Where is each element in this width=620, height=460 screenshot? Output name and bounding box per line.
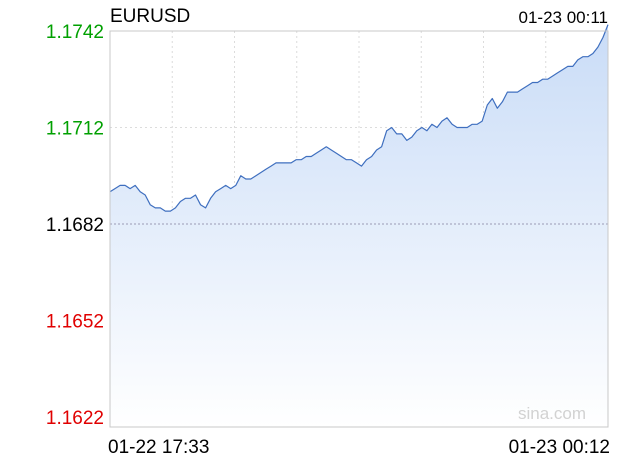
- symbol-title: EURUSD: [110, 6, 190, 27]
- y-tick-label: 1.1712: [46, 119, 104, 140]
- x-tick-label: 01-22 17:33: [108, 437, 209, 458]
- y-tick-label: 1.1622: [46, 408, 104, 429]
- y-tick-label: 1.1742: [46, 22, 104, 43]
- y-tick-label: 1.1682: [46, 215, 104, 236]
- x-axis: 01-22 17:33 01-23 00:12: [108, 437, 610, 458]
- plot-frame: [109, 30, 609, 428]
- price-area: [110, 24, 608, 427]
- y-tick-label: 1.1652: [46, 312, 104, 333]
- x-tick-label: 01-23 00:12: [509, 437, 610, 458]
- price-line: [109, 24, 609, 212]
- timestamp-label: 01-23 00:11: [519, 8, 608, 27]
- watermark: sina.com: [518, 404, 586, 423]
- y-axis: 1.1742 1.1712 1.1682 1.1652 1.1622: [46, 22, 104, 429]
